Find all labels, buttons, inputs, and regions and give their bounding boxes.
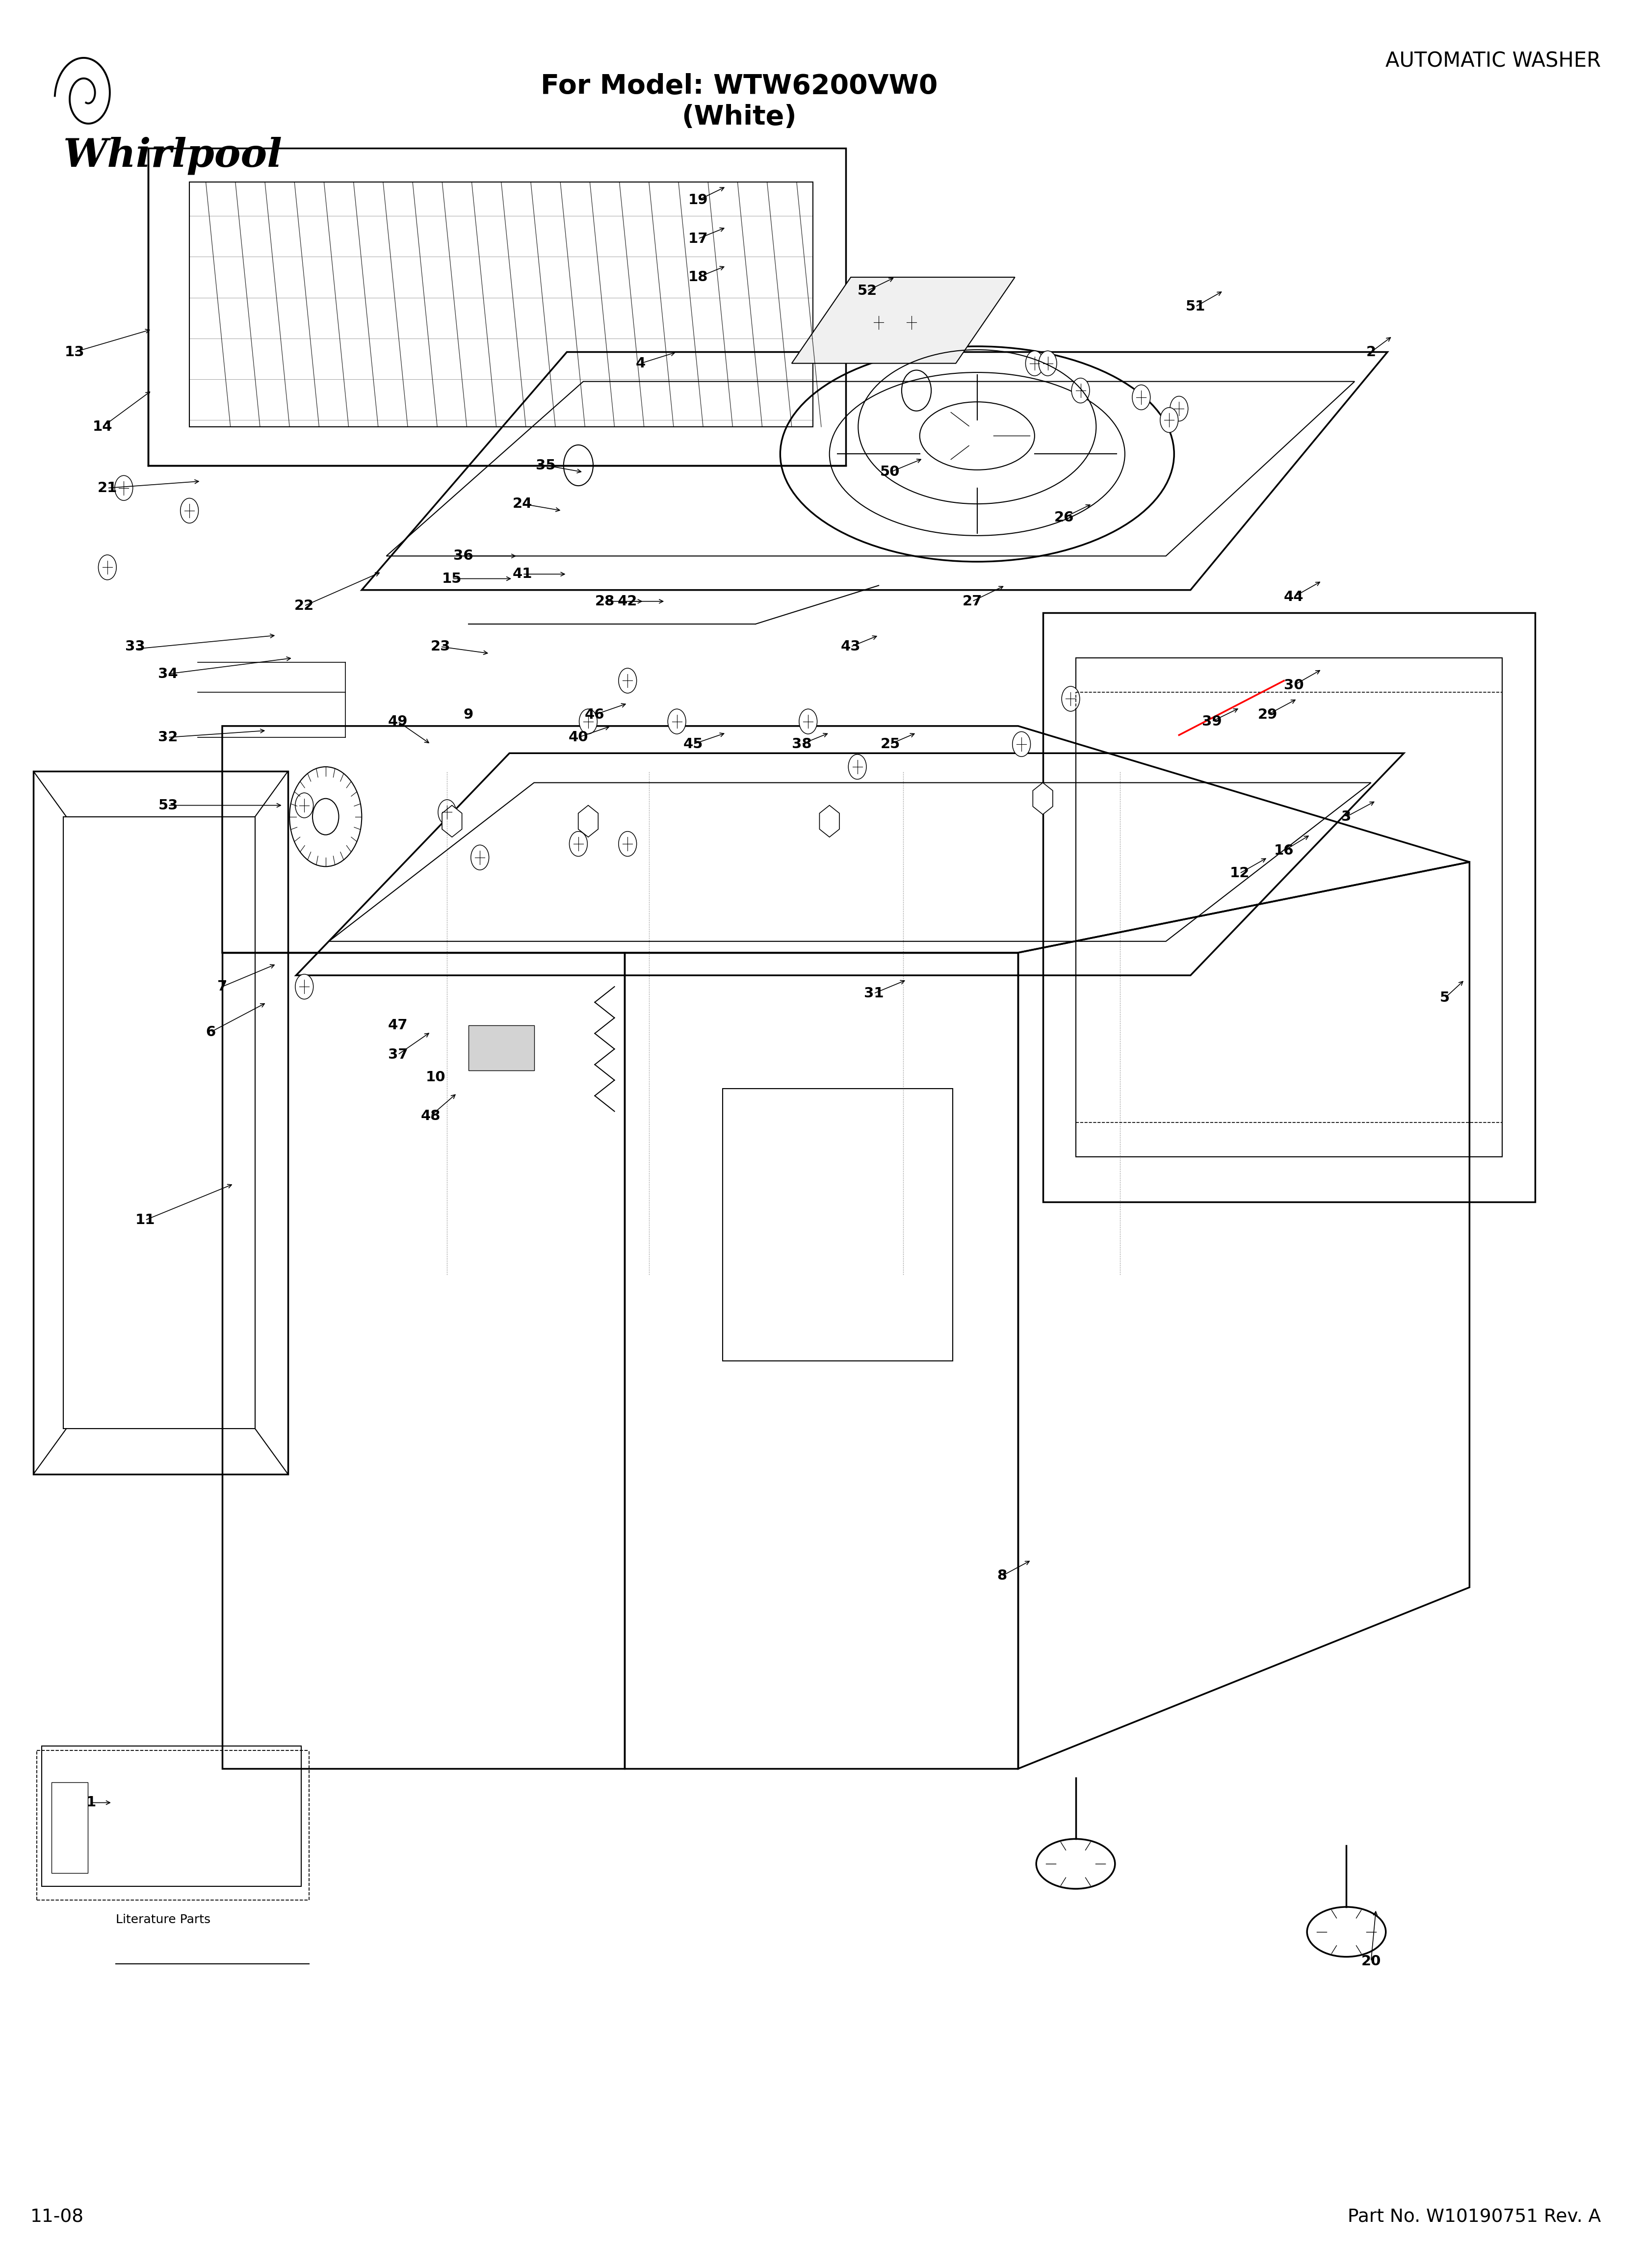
Text: 1: 1 — [85, 1796, 95, 1810]
Text: 4: 4 — [635, 356, 645, 370]
Text: 3: 3 — [1342, 810, 1351, 823]
Circle shape — [1025, 352, 1043, 376]
Bar — [722, 1089, 952, 1361]
Text: 44: 44 — [1284, 590, 1304, 603]
Circle shape — [181, 499, 199, 524]
Text: 40: 40 — [568, 730, 588, 744]
Circle shape — [901, 311, 920, 336]
Text: 47: 47 — [388, 1018, 407, 1032]
Circle shape — [668, 710, 686, 735]
Text: 19: 19 — [688, 193, 708, 206]
Text: 29: 29 — [1258, 708, 1277, 721]
Text: 28: 28 — [594, 594, 614, 608]
Circle shape — [619, 669, 637, 694]
Text: Whirlpool: Whirlpool — [62, 136, 282, 175]
Text: AUTOMATIC WASHER: AUTOMATIC WASHER — [1384, 50, 1601, 70]
Text: 18: 18 — [688, 270, 708, 284]
Text: 30: 30 — [1284, 678, 1304, 692]
Polygon shape — [468, 1025, 534, 1070]
Circle shape — [1169, 397, 1187, 422]
Text: 20: 20 — [1361, 1955, 1381, 1969]
Ellipse shape — [1307, 1907, 1386, 1957]
Circle shape — [115, 476, 133, 501]
Text: 26: 26 — [1054, 510, 1074, 524]
Text: 34: 34 — [158, 667, 177, 680]
Text: 37: 37 — [388, 1048, 407, 1061]
Polygon shape — [791, 277, 1015, 363]
Text: 24: 24 — [512, 497, 532, 510]
Circle shape — [580, 710, 598, 735]
Text: Part No. W10190751 Rev. A: Part No. W10190751 Rev. A — [1346, 2209, 1601, 2227]
Text: 50: 50 — [880, 465, 900, 479]
Text: 31: 31 — [864, 987, 883, 1000]
Circle shape — [1011, 733, 1030, 758]
Text: 35: 35 — [535, 458, 555, 472]
Circle shape — [1131, 386, 1149, 411]
Text: 45: 45 — [683, 737, 703, 751]
Text: 10: 10 — [425, 1070, 445, 1084]
Text: 36: 36 — [453, 549, 473, 562]
Text: 23: 23 — [430, 640, 450, 653]
Circle shape — [1061, 687, 1079, 712]
Circle shape — [847, 755, 865, 780]
Text: 9: 9 — [463, 708, 473, 721]
Circle shape — [296, 975, 314, 1000]
Ellipse shape — [1036, 1839, 1115, 1889]
Text: 11-08: 11-08 — [30, 2209, 84, 2227]
Circle shape — [619, 832, 637, 857]
Polygon shape — [442, 805, 461, 837]
Text: 48: 48 — [420, 1109, 440, 1123]
Circle shape — [1038, 352, 1056, 376]
Circle shape — [1159, 408, 1177, 433]
Text: 52: 52 — [857, 284, 877, 297]
Circle shape — [296, 794, 314, 819]
Text: 6: 6 — [205, 1025, 215, 1039]
Text: 38: 38 — [791, 737, 811, 751]
Text: 42: 42 — [617, 594, 637, 608]
Circle shape — [471, 846, 489, 871]
Polygon shape — [1033, 782, 1053, 814]
Text: Literature Parts: Literature Parts — [115, 1914, 210, 1926]
Circle shape — [869, 311, 887, 336]
Text: 2: 2 — [1366, 345, 1376, 358]
Bar — [51, 1783, 87, 1873]
Circle shape — [99, 556, 117, 581]
Text: 39: 39 — [1202, 714, 1222, 728]
Text: 15: 15 — [442, 572, 461, 585]
Text: 33: 33 — [125, 640, 144, 653]
Bar — [41, 1746, 300, 1887]
Text: 21: 21 — [97, 481, 117, 494]
Text: 41: 41 — [512, 567, 532, 581]
Circle shape — [438, 801, 456, 826]
Text: 25: 25 — [880, 737, 900, 751]
Text: 27: 27 — [962, 594, 982, 608]
Text: 49: 49 — [388, 714, 407, 728]
Text: 8: 8 — [997, 1569, 1007, 1583]
Text: 16: 16 — [1274, 844, 1294, 857]
Polygon shape — [578, 805, 598, 837]
Text: 51: 51 — [1186, 299, 1205, 313]
Text: 32: 32 — [158, 730, 177, 744]
Text: 14: 14 — [92, 420, 112, 433]
Text: 11: 11 — [135, 1213, 154, 1227]
Text: 5: 5 — [1440, 991, 1450, 1005]
Text: 13: 13 — [64, 345, 84, 358]
Polygon shape — [819, 805, 839, 837]
Text: 53: 53 — [158, 798, 177, 812]
Text: For Model: WTW6200VW0
(White): For Model: WTW6200VW0 (White) — [540, 73, 938, 129]
Circle shape — [570, 832, 588, 857]
Circle shape — [800, 710, 818, 735]
Text: 46: 46 — [585, 708, 604, 721]
Text: 12: 12 — [1230, 866, 1250, 880]
Text: 43: 43 — [841, 640, 860, 653]
Circle shape — [1071, 379, 1089, 404]
Text: 7: 7 — [217, 980, 227, 993]
Text: 22: 22 — [294, 599, 314, 612]
Text: 17: 17 — [688, 231, 708, 245]
